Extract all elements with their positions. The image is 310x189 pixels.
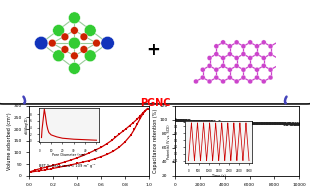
Circle shape	[101, 36, 114, 50]
Circle shape	[214, 75, 219, 80]
Circle shape	[261, 40, 266, 45]
Circle shape	[221, 56, 225, 60]
Circle shape	[234, 56, 239, 60]
Circle shape	[248, 40, 253, 45]
Circle shape	[261, 56, 266, 60]
Y-axis label: Capacitance retention (%): Capacitance retention (%)	[153, 109, 158, 173]
Circle shape	[35, 37, 47, 49]
Circle shape	[69, 63, 80, 74]
Circle shape	[234, 79, 239, 84]
Circle shape	[221, 63, 225, 68]
Circle shape	[61, 33, 69, 41]
Circle shape	[228, 52, 232, 57]
Circle shape	[268, 67, 273, 72]
Circle shape	[80, 46, 88, 53]
Circle shape	[261, 63, 266, 68]
Circle shape	[228, 67, 232, 72]
Circle shape	[268, 52, 273, 57]
Circle shape	[93, 39, 100, 47]
Circle shape	[241, 67, 246, 72]
Circle shape	[248, 79, 253, 84]
Circle shape	[69, 12, 80, 24]
Circle shape	[80, 33, 88, 41]
Circle shape	[255, 67, 259, 72]
Circle shape	[261, 79, 266, 84]
Circle shape	[84, 25, 96, 36]
Circle shape	[69, 37, 80, 49]
Circle shape	[193, 79, 198, 84]
Circle shape	[268, 75, 273, 80]
X-axis label: Time (s): Time (s)	[212, 174, 226, 178]
Circle shape	[241, 44, 246, 49]
Circle shape	[200, 75, 205, 80]
Circle shape	[255, 52, 259, 57]
Text: PGNC: PGNC	[140, 98, 170, 108]
Circle shape	[241, 75, 246, 80]
Y-axis label: Potential (V vs. SCE): Potential (V vs. SCE)	[167, 124, 171, 159]
Circle shape	[207, 79, 212, 84]
X-axis label: Pore Diameter (nm): Pore Diameter (nm)	[52, 153, 86, 157]
Circle shape	[268, 44, 273, 49]
Circle shape	[61, 46, 69, 53]
Circle shape	[53, 50, 64, 62]
Circle shape	[84, 50, 96, 62]
Circle shape	[234, 40, 239, 45]
Y-axis label: Volume adsorbed (cm³): Volume adsorbed (cm³)	[7, 112, 12, 170]
Circle shape	[53, 25, 64, 36]
Text: BET Surface area = 109 m² g⁻¹: BET Surface area = 109 m² g⁻¹	[39, 164, 95, 168]
Circle shape	[234, 63, 239, 68]
Circle shape	[221, 40, 225, 45]
Circle shape	[214, 67, 219, 72]
Circle shape	[228, 44, 232, 49]
Y-axis label: dV/dlog(D): dV/dlog(D)	[25, 116, 29, 134]
Circle shape	[214, 52, 219, 57]
Circle shape	[34, 36, 48, 50]
Circle shape	[71, 52, 78, 60]
Circle shape	[248, 63, 253, 68]
Circle shape	[228, 75, 232, 80]
Circle shape	[200, 67, 205, 72]
Circle shape	[241, 52, 246, 57]
Circle shape	[221, 79, 225, 84]
Circle shape	[207, 63, 212, 68]
Circle shape	[255, 75, 259, 80]
Circle shape	[71, 27, 78, 34]
Circle shape	[255, 44, 259, 49]
Circle shape	[214, 44, 219, 49]
Circle shape	[248, 56, 253, 60]
Circle shape	[48, 39, 56, 47]
Circle shape	[207, 56, 212, 60]
Text: +: +	[147, 41, 160, 59]
Circle shape	[102, 37, 113, 49]
